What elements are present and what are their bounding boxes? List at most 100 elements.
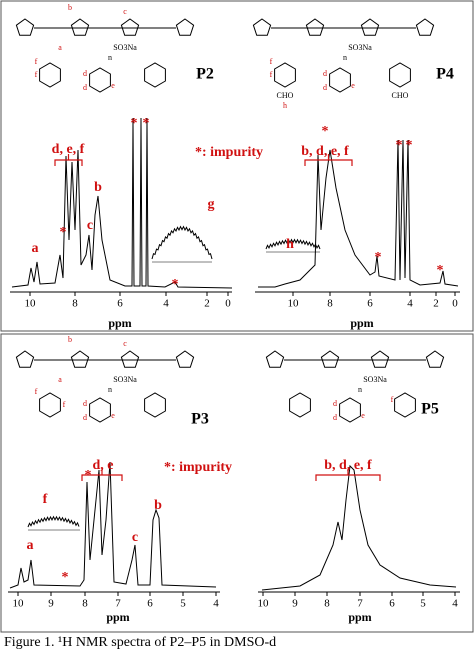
structure-label: n [358,385,362,394]
peak-label: * [375,250,382,265]
peak-label: * [62,570,69,585]
structure-label: d [323,83,327,92]
spectrum [258,139,459,288]
peak-label: b [94,180,102,195]
structure-label: SO3Na [363,375,387,384]
caption: Figure 1. ¹H NMR spectra of P2–P5 in DMS… [4,635,276,650]
peak-label: h [286,237,294,252]
structure-label: f [270,57,273,66]
pyrrole-ring [15,350,35,368]
bracket [315,469,381,481]
structure-label: a [58,43,62,52]
structure-label: n [108,53,112,62]
peak-label: * [172,277,179,292]
structure-label: d [333,413,337,422]
structure-label: h [283,101,287,110]
bracket [54,154,83,166]
structure-label: f [35,70,38,79]
panel-label: P2 [196,66,214,83]
tick-label: 4 [452,598,458,610]
structure-label: SO3Na [113,43,137,52]
structure-label: f [35,387,38,396]
tick-label: 10 [258,598,270,610]
structure-label: e [351,81,355,90]
pyrrole-ring [320,350,340,368]
pyrrole-ring [305,18,325,36]
structure-label: e [361,411,365,420]
tick-label: 4 [407,298,413,310]
spectrum [261,464,457,591]
structure-label: d [83,69,87,78]
structure-label: SO3Na [348,43,372,52]
axis-title: ppm [108,316,131,330]
structure-label: e [111,81,115,90]
peak-label: * [322,124,329,139]
phenyl-ring [144,392,166,418]
pyrrole-ring [360,18,380,36]
pyrrole-ring [252,18,272,36]
structure-label: SO3Na [113,375,137,384]
structure-label: f [391,395,394,404]
inset-spectrum [151,225,213,260]
structure-label: d [333,399,337,408]
peak-label: b [154,498,162,513]
peak-label: * [396,138,403,153]
structure-label: n [108,385,112,394]
peak-label: d, e [93,458,114,473]
pyrrole-ring [120,18,140,36]
peak-label: c [87,218,93,233]
structure-label: c [123,7,127,16]
phenyl-ring [339,397,361,423]
structure-label: e [111,411,115,420]
peak-label: * [406,138,413,153]
pyrrole-ring [415,18,435,36]
inset-spectrum [27,515,80,528]
peak-label: a [27,538,34,553]
phenyl-ring [394,392,416,418]
tick-label: 8 [82,598,88,610]
phenyl-ring [389,62,411,88]
pyrrole-ring [265,350,285,368]
tick-label: 10 [288,298,300,310]
tick-label: 0 [225,298,231,310]
tick-label: 2 [433,298,439,310]
structure-label: CHO [277,91,294,100]
phenyl-ring [89,397,111,423]
tick-label: 6 [367,298,373,310]
structure-label: d [323,69,327,78]
tick-label: 8 [72,298,78,310]
pyrrole-ring [175,350,195,368]
pyrrole-ring [425,350,445,368]
structure-label: b [68,335,72,344]
peak-label: *: impurity [195,145,263,160]
peak-label: g [208,197,215,212]
phenyl-ring [144,62,166,88]
tick-label: 4 [163,298,169,310]
peak-label: f [43,492,48,507]
structure-label: CHO [392,91,409,100]
tick-label: 4 [213,598,219,610]
phenyl-ring [274,62,296,88]
phenyl-ring [329,67,351,93]
pyrrole-ring [70,18,90,36]
tick-label: 8 [327,298,333,310]
phenyl-ring [39,62,61,88]
phenyl-ring [289,392,311,418]
pyrrole-ring [70,350,90,368]
peak-label: a [32,241,39,256]
pyrrole-ring [370,350,390,368]
structure-label: d [83,399,87,408]
inset-spectrum [265,238,321,250]
structure-label: d [83,83,87,92]
structure-label: n [343,53,347,62]
top-frame [0,0,474,332]
panel-label: P4 [436,66,454,83]
peak-label: d, e, f [52,142,85,157]
peak-label: b, d, e, f [301,144,349,159]
tick-label: 6 [117,298,123,310]
tick-label: 7 [357,598,363,610]
spectrum [9,461,217,589]
panel-label: P5 [421,401,439,418]
peak-label: * [437,263,444,278]
